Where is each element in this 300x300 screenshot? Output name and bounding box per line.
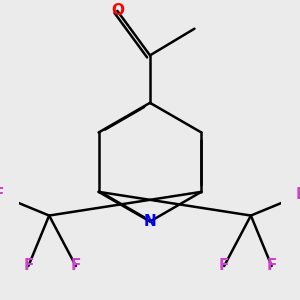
Text: F: F: [0, 187, 4, 202]
Text: O: O: [111, 3, 124, 18]
Text: F: F: [219, 259, 230, 274]
Text: F: F: [70, 259, 81, 274]
Text: F: F: [23, 259, 34, 274]
Text: F: F: [266, 259, 277, 274]
Text: N: N: [144, 214, 156, 229]
Text: F: F: [296, 187, 300, 202]
